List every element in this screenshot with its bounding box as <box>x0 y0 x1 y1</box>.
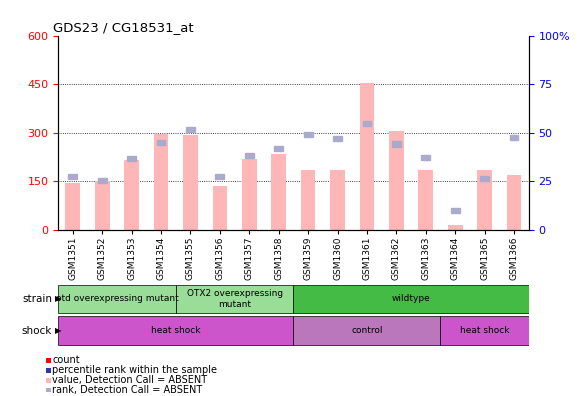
Bar <box>186 127 195 132</box>
Text: percentile rank within the sample: percentile rank within the sample <box>52 365 217 375</box>
Text: ▶: ▶ <box>55 326 62 335</box>
Bar <box>66 183 80 230</box>
Bar <box>330 170 345 230</box>
Bar <box>418 170 433 230</box>
Bar <box>421 155 430 160</box>
Bar <box>127 156 136 161</box>
Bar <box>154 134 168 230</box>
Bar <box>480 176 489 181</box>
Bar <box>477 170 492 230</box>
Bar <box>507 175 521 230</box>
Bar <box>213 186 227 230</box>
Bar <box>175 285 293 313</box>
Text: heat shock: heat shock <box>151 326 200 335</box>
Text: control: control <box>351 326 383 335</box>
Bar <box>124 160 139 230</box>
Bar <box>440 316 529 345</box>
Text: heat shock: heat shock <box>460 326 510 335</box>
Bar <box>58 285 175 313</box>
Text: OTX2 overexpressing
mutant: OTX2 overexpressing mutant <box>187 289 282 308</box>
Bar <box>363 121 371 126</box>
Bar <box>451 208 460 213</box>
Text: rank, Detection Call = ABSENT: rank, Detection Call = ABSENT <box>52 385 202 395</box>
Bar <box>301 170 315 230</box>
Bar <box>510 135 518 140</box>
Text: ▶: ▶ <box>55 295 62 303</box>
Text: strain: strain <box>22 294 52 304</box>
Text: wildtype: wildtype <box>392 295 431 303</box>
Bar <box>293 316 440 345</box>
Bar <box>389 131 404 230</box>
Bar <box>304 131 313 137</box>
Bar <box>274 146 283 151</box>
Bar <box>245 153 254 158</box>
Bar <box>293 285 529 313</box>
Bar <box>448 225 462 230</box>
Bar <box>392 141 401 147</box>
Text: otd overexpressing mutant: otd overexpressing mutant <box>56 295 178 303</box>
Bar <box>360 82 374 230</box>
Bar <box>183 135 198 230</box>
Bar <box>216 174 224 179</box>
Text: count: count <box>52 355 80 366</box>
Bar <box>69 174 77 179</box>
Bar <box>242 158 257 230</box>
Text: value, Detection Call = ABSENT: value, Detection Call = ABSENT <box>52 375 207 385</box>
Bar <box>271 154 286 230</box>
Text: GDS23 / CG18531_at: GDS23 / CG18531_at <box>53 21 194 34</box>
Bar <box>157 140 166 145</box>
Bar <box>58 316 293 345</box>
Bar <box>333 135 342 141</box>
Text: shock: shock <box>22 326 52 336</box>
Bar <box>98 178 107 183</box>
Bar <box>95 181 110 230</box>
